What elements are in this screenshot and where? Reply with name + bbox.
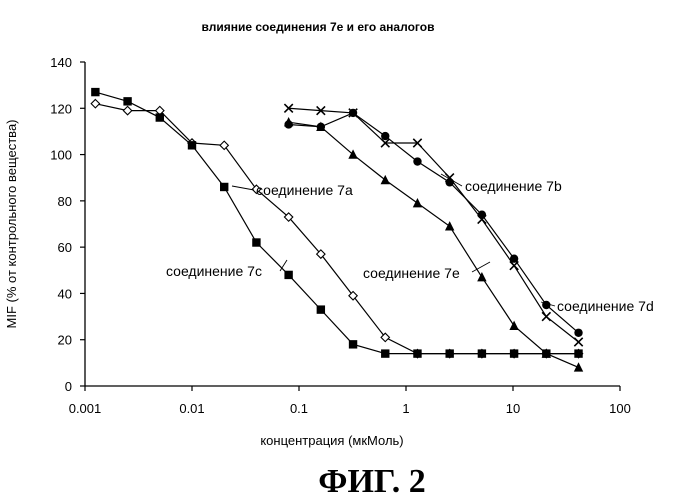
data-point-square bbox=[91, 87, 100, 97]
series-line bbox=[288, 121, 579, 369]
data-point-triangle bbox=[541, 348, 552, 358]
annotation-leader bbox=[471, 261, 491, 273]
annotation-leader bbox=[440, 173, 463, 187]
y-tick-label: 0 bbox=[65, 379, 72, 394]
y-axis-label: MIF (% от контрольного вещества) bbox=[4, 120, 19, 329]
data-point-diamond bbox=[219, 140, 230, 151]
y-tick-label: 40 bbox=[58, 286, 72, 301]
series-line bbox=[95, 91, 579, 355]
y-tick-label: 120 bbox=[50, 101, 72, 116]
data-point-square bbox=[284, 270, 293, 280]
y-tick-label: 80 bbox=[58, 194, 72, 209]
x-tick-label: 0.001 bbox=[69, 401, 102, 416]
data-point-diamond bbox=[283, 212, 294, 223]
y-tick-label: 20 bbox=[58, 333, 72, 348]
data-point-x bbox=[412, 138, 423, 148]
x-axis-label: концентрация (мкМоль) bbox=[260, 433, 403, 448]
data-point-square bbox=[509, 349, 519, 358]
data-point-triangle bbox=[573, 362, 584, 372]
data-point-circle bbox=[381, 131, 390, 141]
data-point-triangle bbox=[477, 272, 487, 282]
data-point-x bbox=[573, 337, 584, 347]
x-tick-label: 1 bbox=[402, 401, 409, 416]
series-line bbox=[288, 112, 579, 334]
data-point-circle bbox=[284, 120, 293, 129]
data-point-square bbox=[123, 97, 132, 106]
series-annotation: соединение 7b bbox=[465, 178, 562, 194]
data-point-circle bbox=[413, 157, 422, 166]
plot-area: 0 20 40 60 80 100 120 140 0.001 0.01 0.1 1 10 100 соед… bbox=[50, 55, 653, 416]
data-point-square bbox=[220, 182, 229, 192]
annotation-leader bbox=[540, 301, 556, 307]
data-point-diamond bbox=[90, 98, 101, 109]
data-point-diamond bbox=[315, 249, 326, 260]
y-tick-label: 140 bbox=[50, 55, 72, 70]
data-point-diamond bbox=[348, 290, 359, 301]
x-tick-label: 0.01 bbox=[179, 401, 204, 416]
series-4 bbox=[283, 103, 584, 347]
data-point-circle bbox=[348, 108, 358, 118]
series-annotation: соединение 7e bbox=[363, 265, 460, 281]
data-point-square bbox=[316, 305, 326, 314]
data-point-x bbox=[380, 138, 391, 148]
data-point-square bbox=[445, 349, 454, 358]
series-annotation: соединение 7a bbox=[256, 182, 353, 198]
data-point-triangle bbox=[348, 149, 358, 159]
annotation-leader bbox=[231, 185, 255, 191]
data-point-circle bbox=[574, 328, 583, 337]
data-point-diamond bbox=[251, 184, 262, 195]
figure-label: ФИГ. 2 bbox=[318, 463, 425, 500]
data-point-square bbox=[155, 113, 164, 122]
data-point-circle bbox=[542, 300, 551, 310]
annotation-leader bbox=[279, 259, 288, 272]
y-tick-label: 60 bbox=[58, 240, 72, 255]
data-point-circle bbox=[316, 122, 326, 131]
series-annotation: соединение 7d bbox=[557, 298, 654, 314]
data-point-circle bbox=[509, 254, 519, 263]
x-tick-label: 10 bbox=[506, 401, 520, 416]
data-point-triangle bbox=[444, 221, 455, 231]
data-point-x bbox=[541, 311, 552, 322]
data-point-x bbox=[316, 105, 326, 116]
data-point-square bbox=[187, 141, 197, 150]
data-point-square bbox=[252, 238, 261, 247]
data-point-square bbox=[381, 349, 390, 358]
data-point-square bbox=[348, 340, 358, 349]
chart-title: влияние соединения 7е и его аналогов bbox=[202, 20, 435, 34]
data-point-circle bbox=[477, 210, 487, 219]
data-point-x bbox=[283, 103, 294, 114]
series-line bbox=[288, 107, 579, 343]
data-point-diamond bbox=[122, 105, 133, 116]
x-tick-label: 100 bbox=[609, 401, 631, 416]
x-tick-label: 0.1 bbox=[290, 401, 308, 416]
series-5 bbox=[284, 108, 583, 337]
y-tick-label: 100 bbox=[50, 148, 72, 163]
series-annotation: соединение 7c bbox=[166, 263, 262, 279]
data-point-diamond bbox=[380, 332, 391, 343]
data-point-square bbox=[477, 349, 487, 358]
series-3 bbox=[283, 116, 584, 372]
data-point-triangle bbox=[412, 197, 423, 208]
data-point-square bbox=[413, 349, 422, 358]
data-point-square bbox=[574, 349, 583, 358]
data-point-triangle bbox=[509, 320, 519, 331]
data-point-triangle bbox=[380, 174, 390, 185]
